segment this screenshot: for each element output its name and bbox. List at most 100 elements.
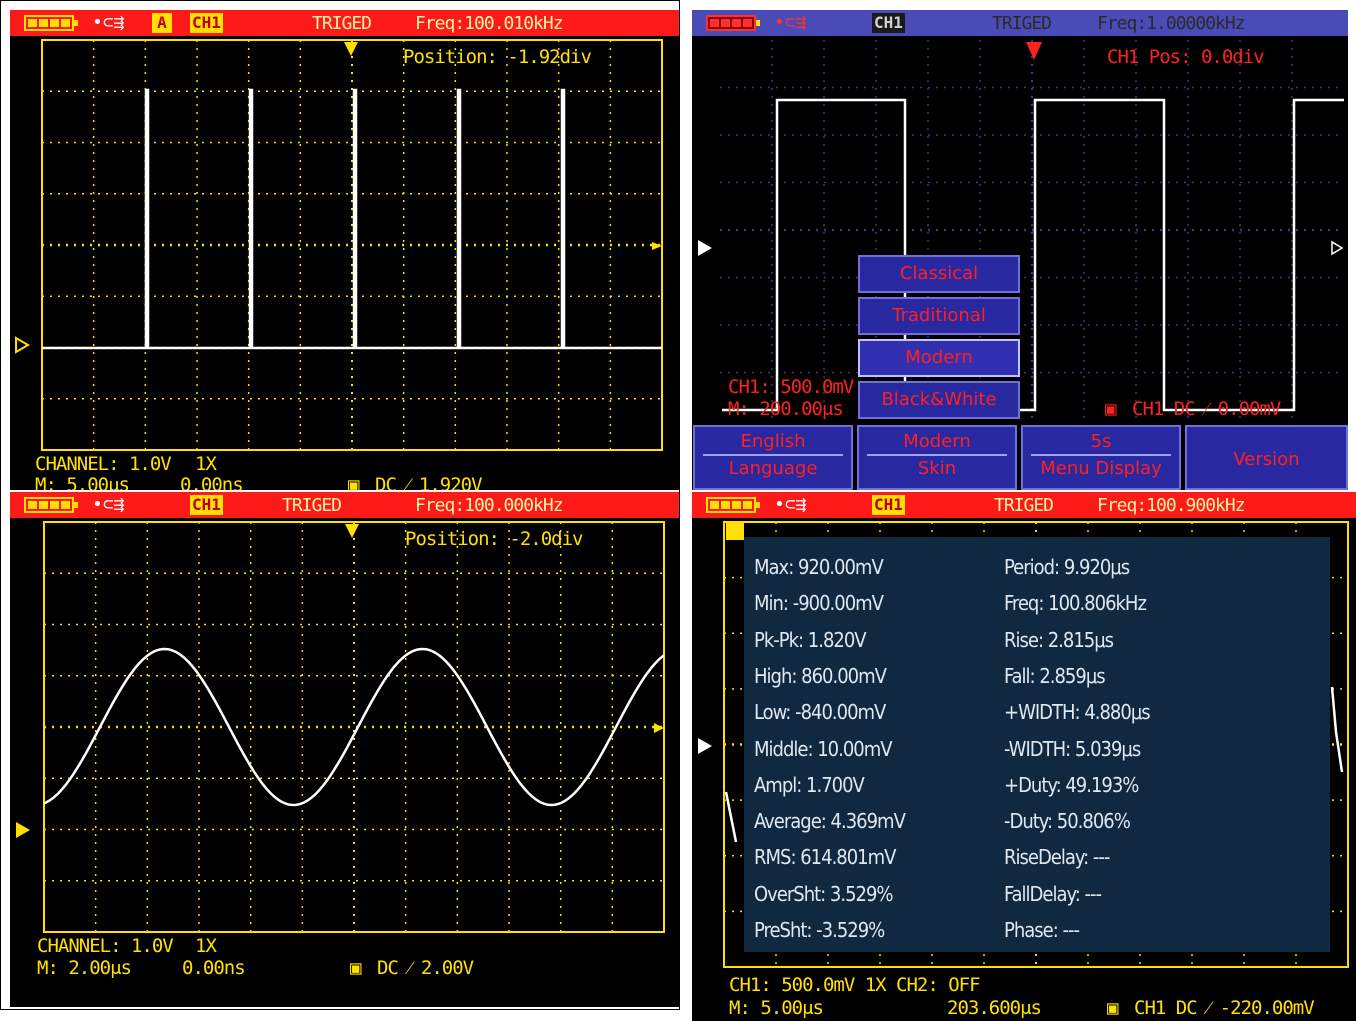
softkey-skin[interactable]: Modern Skin bbox=[857, 425, 1017, 490]
channel-status: CH1: 500.0mV 1X CH2: OFF bbox=[729, 974, 981, 996]
graticule-frame bbox=[43, 521, 665, 933]
skin-option-traditional[interactable]: Traditional bbox=[858, 297, 1020, 335]
channel-scale: CHANNEL: 1.0V bbox=[35, 453, 172, 475]
measurement-left-3: High: 860.00mV bbox=[754, 663, 887, 688]
trigger-status: TRIGED bbox=[994, 495, 1054, 516]
pulse-trace bbox=[42, 88, 662, 350]
trigger-level-marker bbox=[652, 242, 662, 250]
frequency-readout: Freq:100.900kHz bbox=[1097, 495, 1246, 516]
battery-icon bbox=[706, 497, 760, 513]
skin-option-classical[interactable]: Classical bbox=[858, 255, 1020, 293]
measurement-left-0: Max: 920.00mV bbox=[754, 555, 884, 579]
measurement-right-4: +WIDTH: 4.880μs bbox=[1004, 700, 1151, 725]
scope-screen-sine: •⊂⇶ CH1 TRIGED Freq:100.000kHz Position:… bbox=[10, 492, 680, 1007]
probe-factor: 1X bbox=[195, 935, 217, 957]
status-bar: •⊂⇶ CH1 TRIGED Freq:100.900kHz bbox=[692, 492, 1356, 518]
measurement-right-2: Rise: 2.815μs bbox=[1004, 627, 1114, 652]
sine-trace bbox=[43, 647, 665, 807]
skin-option-black-white[interactable]: Black&White bbox=[858, 381, 1020, 419]
usb-icon: •⊂⇶ bbox=[774, 494, 807, 515]
auto-indicator: A bbox=[152, 13, 172, 33]
scope-screen-square-menu: •⊂⇶ CH1 TRIGED Freq:1.00000kHz CH1 Pos: … bbox=[692, 10, 1348, 490]
frequency-readout: Freq:1.00000kHz bbox=[1097, 13, 1246, 34]
measurement-left-6: Ampl: 1.700V bbox=[754, 772, 865, 797]
trigger-marker bbox=[726, 522, 744, 540]
square-trace bbox=[722, 98, 1344, 412]
waveform-grid bbox=[16, 521, 665, 933]
scope-screen-pulse: •⊂⇶ A CH1 TRIGED Freq:100.010kHz Positio… bbox=[10, 10, 680, 490]
graticule-frame bbox=[41, 39, 663, 451]
timebase: M: 5.00μs bbox=[729, 997, 824, 1019]
usb-icon: •⊂⇶ bbox=[774, 12, 807, 33]
trigger-status: TRIGED bbox=[282, 495, 342, 516]
timebase: M: 200.00μs bbox=[728, 398, 844, 420]
battery-icon bbox=[706, 15, 760, 31]
usb-icon: •⊂⇶ bbox=[92, 12, 125, 33]
waveform-grid bbox=[15, 39, 663, 451]
measurement-right-6: +Duty: 49.193% bbox=[1004, 772, 1139, 797]
trigger-position-marker bbox=[345, 524, 359, 538]
channel-ground-marker bbox=[16, 822, 30, 838]
trigger-icon: ▣ bbox=[350, 957, 361, 979]
measurement-left-9: OverSht: 3.529% bbox=[754, 881, 894, 906]
battery-icon bbox=[24, 497, 78, 513]
frequency-readout: Freq:100.000kHz bbox=[415, 495, 564, 516]
trigger-status: TRIGED bbox=[992, 13, 1052, 34]
softkey-menu-display[interactable]: 5s Menu Display bbox=[1021, 425, 1181, 490]
skin-option-modern[interactable]: Modern bbox=[858, 339, 1020, 377]
trigger-icon: ▣ bbox=[1105, 398, 1116, 420]
trigger-position-marker bbox=[344, 42, 358, 56]
channel-tag: CH1 bbox=[190, 13, 223, 33]
trigger-info: CH1 DC ⁄ 0.00mV bbox=[1132, 398, 1281, 420]
channel-ground-marker bbox=[15, 336, 30, 354]
trigger-icon: ▣ bbox=[348, 474, 359, 490]
trigger-info: DC ⁄ 1.920V bbox=[375, 474, 483, 490]
waveform-trace-right bbox=[1330, 686, 1344, 773]
trigger-position-marker bbox=[1026, 42, 1042, 60]
timebase: M: 5.00μs bbox=[35, 474, 130, 490]
measurement-left-4: Low: -840.00mV bbox=[754, 700, 886, 725]
scope-screen-measurements: •⊂⇶ CH1 TRIGED Freq:100.900kHz Max: 920.… bbox=[692, 492, 1356, 1021]
measurement-right-3: Fall: 2.859μs bbox=[1004, 663, 1106, 688]
measurement-left-2: Pk-Pk: 1.820V bbox=[754, 627, 867, 652]
channel-ground-marker bbox=[698, 738, 712, 754]
status-bar: •⊂⇶ CH1 TRIGED Freq:1.00000kHz bbox=[692, 10, 1348, 36]
measurement-left-7: Average: 4.369mV bbox=[754, 809, 906, 834]
channel-tag: CH1 bbox=[872, 13, 905, 33]
measurement-right-0: Period: 9.920μs bbox=[1004, 555, 1130, 579]
measurement-panel: Max: 920.00mV Min: -900.00mV Pk-Pk: 1.820V… bbox=[744, 537, 1330, 952]
softkey-language[interactable]: English Language bbox=[693, 425, 853, 490]
trigger-status: TRIGED bbox=[312, 13, 372, 34]
status-bar: •⊂⇶ CH1 TRIGED Freq:100.000kHz bbox=[10, 492, 680, 518]
status-bar: •⊂⇶ A CH1 TRIGED Freq:100.010kHz bbox=[10, 10, 680, 36]
trigger-info: DC ⁄ 2.00V bbox=[377, 957, 474, 979]
trigger-level-marker bbox=[654, 723, 664, 733]
measurement-right-5: -WIDTH: 5.039μs bbox=[1004, 736, 1141, 761]
measurement-left-10: PreSht: -3.529% bbox=[754, 918, 885, 942]
measurement-left-1: Min: -900.00mV bbox=[754, 591, 884, 616]
probe-factor: 1X bbox=[195, 453, 217, 475]
trigger-info: CH1 DC ⁄ -220.00mV bbox=[1134, 997, 1315, 1019]
channel-scale: CHANNEL: 1.0V bbox=[37, 935, 174, 957]
time-offset: 203.600μs bbox=[947, 997, 1042, 1019]
channel-tag: CH1 bbox=[190, 495, 223, 515]
timebase: M: 2.00μs bbox=[37, 957, 132, 979]
measurement-right-1: Freq: 100.806kHz bbox=[1004, 591, 1147, 616]
time-offset: 0.00ns bbox=[182, 957, 246, 979]
usb-icon: •⊂⇶ bbox=[92, 494, 125, 515]
frequency-readout: Freq:100.010kHz bbox=[415, 13, 564, 34]
measurement-right-10: Phase: --- bbox=[1004, 918, 1080, 942]
measurement-right-8: RiseDelay: --- bbox=[1004, 845, 1110, 870]
time-offset: 0.00ns bbox=[180, 474, 244, 490]
measurement-right-9: FallDelay: --- bbox=[1004, 881, 1102, 906]
measurement-left-8: RMS: 614.801mV bbox=[754, 845, 896, 870]
trigger-icon: ▣ bbox=[1107, 997, 1118, 1019]
ch-position: CH1 Pos: 0.0div bbox=[1107, 46, 1265, 68]
waveform-trace-left bbox=[724, 791, 738, 843]
waveform-grid bbox=[698, 40, 1344, 420]
measurement-left-5: Middle: 10.00mV bbox=[754, 736, 893, 761]
position-readout: Position: -2.0div bbox=[405, 528, 583, 550]
channel-tag: CH1 bbox=[872, 495, 905, 515]
softkey-version[interactable]: Version bbox=[1185, 425, 1348, 490]
measurement-right-7: -Duty: 50.806% bbox=[1004, 809, 1131, 834]
